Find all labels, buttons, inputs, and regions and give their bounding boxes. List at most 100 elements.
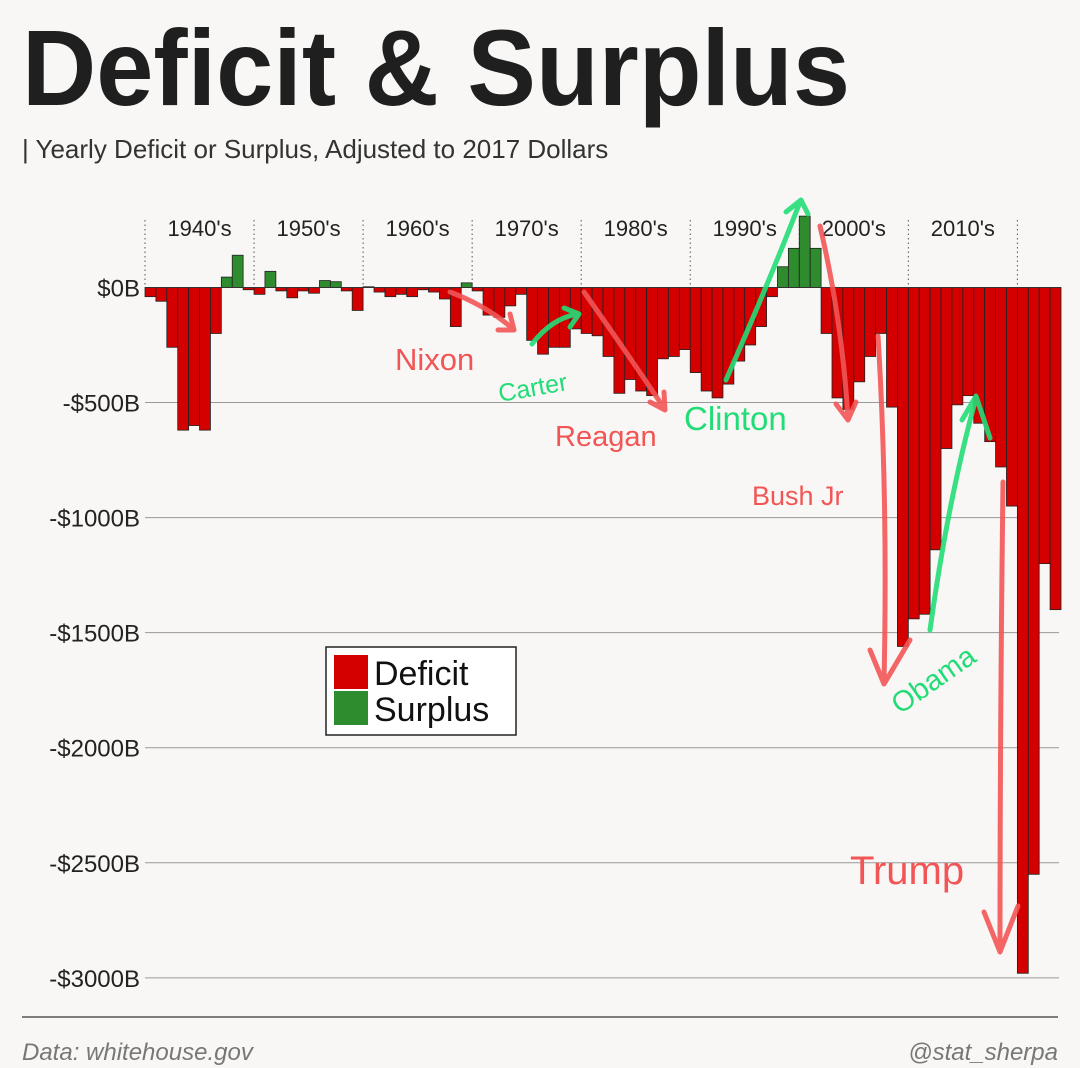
annotation: Carter [496,368,569,408]
annotation: Bush Jr [752,481,844,511]
bar [1049,287,1062,611]
arrow [529,305,582,347]
decade-label: 1960's [386,216,450,241]
bar [700,287,713,392]
y-tick-label: -$500B [63,391,140,418]
bar [537,287,549,355]
bar [144,287,157,298]
bar [329,281,342,288]
bar [1027,287,1040,875]
legend-label: Deficit [374,655,469,693]
annotation: Reagan [555,421,657,453]
bar [766,287,778,298]
y-tick-label: -$1500B [49,621,140,648]
y-tick-label: -$2000B [49,736,140,763]
bar [886,287,898,408]
bar [308,287,320,294]
bar [340,287,353,292]
bar [995,287,1007,468]
y-tick-label: -$3000B [49,966,140,993]
bar [460,282,473,288]
chart-title: Deficit & Surplus [22,7,850,128]
bar [199,287,211,431]
bar [897,287,909,647]
decade-label: 1950's [276,216,340,241]
decade-label: 1990's [713,216,777,241]
bar [177,287,190,431]
bar [526,287,538,341]
bar [515,287,528,295]
bar [395,287,408,295]
decade-label: 2000's [822,216,886,241]
bar [820,287,833,334]
bar [711,287,724,399]
bar [646,287,658,397]
bar [918,287,931,615]
legend-label: Surplus [374,691,489,729]
bar [504,287,517,307]
bar [657,287,669,360]
bar [907,287,920,620]
decade-label: 1940's [167,216,231,241]
plot-area: $0B -$500B -$1000B -$1500B -$2000B -$2500B -$3… [49,215,1062,993]
bar [319,280,331,288]
bar [798,215,811,288]
bar [384,287,397,298]
bar [678,287,691,350]
bar [373,287,386,293]
bar [864,287,877,357]
bar [428,287,440,293]
bar [286,287,299,299]
decade-label: 1970's [495,216,559,241]
arrow [981,479,1021,955]
bar [951,287,964,406]
bar [351,287,364,311]
bar [1006,287,1018,507]
bar [471,287,484,292]
bar [984,287,996,443]
bar [406,287,419,298]
y-tick-label: -$2500B [49,851,140,878]
arrow [447,289,517,333]
bar [188,287,200,426]
bar [548,287,560,348]
bar [940,287,953,449]
annotation: Clinton [684,400,787,437]
arrow [867,333,913,687]
bar [297,287,309,292]
bar [929,287,942,551]
bar [166,287,179,348]
source: Data: whitehouse.gov [22,1039,255,1066]
legend-swatch [334,691,368,725]
arrow [927,393,993,633]
bar [689,287,702,374]
bar [231,254,244,288]
bar [668,287,680,357]
decade-label: 1980's [604,216,668,241]
bar [275,287,288,292]
y-tick-label: $0B [97,275,140,302]
bar [853,287,866,383]
decade-label: 2010's [931,216,995,241]
bar [777,266,789,288]
legend-swatch [334,655,368,689]
credit: @stat_sherpa [908,1039,1058,1066]
bar [220,276,233,288]
bar [210,287,222,334]
bar [264,270,277,288]
y-tick-label: -$1000B [49,506,140,533]
annotation-arrows [447,197,1021,955]
arrow [581,289,668,413]
bar [253,287,266,295]
chart-subtitle: | Yearly Deficit or Surplus, Adjusted to… [22,134,608,164]
arrow [817,223,859,423]
bar [1038,287,1051,565]
arrow [723,197,811,383]
bar [809,247,822,288]
annotation: Trump [850,849,964,893]
annotation: Nixon [395,342,474,377]
bar [155,287,168,302]
bar [1016,287,1029,974]
